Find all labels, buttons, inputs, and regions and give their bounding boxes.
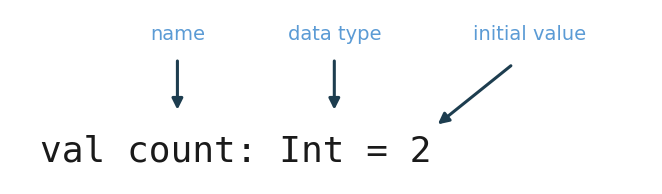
Text: data type: data type — [287, 25, 381, 44]
Text: name: name — [150, 25, 205, 44]
Text: val count: Int = 2: val count: Int = 2 — [40, 135, 431, 169]
Text: initial value: initial value — [473, 25, 586, 44]
